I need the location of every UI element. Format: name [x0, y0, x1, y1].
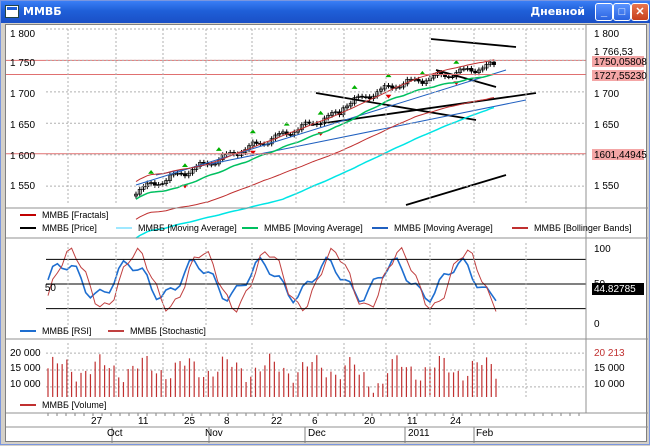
price-box-label: 1750,05808	[594, 57, 647, 68]
x-day-label: 27	[91, 416, 103, 427]
legend-label: ММВБ [Fractals]	[42, 210, 108, 220]
legend-label: ММВБ [RSI]	[42, 326, 91, 336]
price-legend: ММВБ [Fractals] ММВБ [Price] ММВБ [Movin…	[20, 210, 631, 233]
trend-line	[435, 69, 497, 88]
fractal-up-marker	[385, 73, 392, 78]
price-tick-label: 1 650	[10, 120, 35, 131]
chart-canvas[interactable]: 1 800 1 750 1 700 1 650 1 600 1 550 1 80…	[6, 25, 648, 443]
price-tick-label-right: 1 550	[594, 181, 619, 192]
fractal-up-marker	[317, 110, 324, 115]
price-box-label: 1727,55230	[594, 71, 647, 82]
legend-label: ММВБ [Moving Average]	[264, 223, 363, 233]
legend-label: ММВБ [Bollinger Bands]	[534, 223, 631, 233]
price-box-label: 1601,44945	[594, 150, 647, 161]
x-day-label: 22	[271, 416, 283, 427]
volume-tick-label: 10 000	[10, 379, 41, 390]
x-day-label: 11	[138, 416, 149, 427]
period-label: Дневной	[530, 5, 585, 18]
x-axis: 27 11 25 8 22 6 20 11 24 Oct Nov Dec 201…	[91, 416, 494, 439]
volume-value-label: 20 213	[594, 348, 625, 359]
x-month-label: 2011	[408, 428, 430, 439]
bollinger-upper	[135, 59, 495, 183]
price-box	[592, 56, 644, 67]
price-tick-label: 1 800	[10, 29, 35, 40]
x-month-label: Oct	[107, 428, 123, 439]
oscillator-panel: 100 50 50 44.82785 0 ММВБ [RSI] ММВБ [St…	[20, 244, 644, 336]
price-box	[592, 149, 644, 160]
trend-line	[405, 174, 507, 206]
price-tick-label: 1 550	[10, 181, 35, 192]
stochastic-line	[47, 246, 497, 313]
price-tick-label-right: 1 800	[594, 29, 619, 40]
legend-label: ММВБ [Stochastic]	[130, 326, 206, 336]
price-tick-label-right: 1 700	[594, 89, 619, 100]
price-tick-label: 1 750	[10, 58, 35, 69]
chart-window-icon[interactable]	[5, 5, 19, 18]
price-box	[592, 70, 644, 81]
last-price-label: 1 766,53	[594, 47, 633, 58]
volume-tick-label: 20 000	[10, 348, 41, 359]
legend-label: ММВБ [Volume]	[42, 400, 106, 410]
close-button[interactable]: ✕	[631, 3, 649, 21]
x-day-label: 24	[450, 416, 462, 427]
x-day-label: 6	[312, 416, 318, 427]
osc-tick-label-right: 0	[594, 319, 600, 330]
fractal-up-marker	[215, 147, 222, 151]
legend-label: ММВБ [Moving Average]	[138, 223, 237, 233]
trend-line	[310, 92, 537, 126]
fractal-up-marker	[148, 170, 155, 174]
legend-label: ММВБ [Moving Average]	[394, 223, 493, 233]
fractal-up-marker	[181, 163, 188, 168]
x-month-label: Dec	[308, 428, 326, 439]
fractal-down-marker	[385, 94, 392, 99]
fractal-up-marker	[453, 59, 460, 64]
trend-line	[135, 69, 507, 186]
volume-value-box	[592, 347, 632, 358]
minimize-button[interactable]: _	[595, 3, 613, 21]
volume-panel: 20 000 15 000 10 000 20 213 15 000 10 00…	[10, 347, 632, 410]
x-month-label: Feb	[476, 428, 494, 439]
price-tick-label: 1 700	[10, 89, 35, 100]
title-bar[interactable]: ММВБ Дневной _ □ ✕	[1, 1, 650, 23]
fractal-down-marker	[249, 150, 256, 155]
volume-tick-label-right: 15 000	[594, 363, 625, 374]
price-tick-label-right: 1 650	[594, 120, 619, 131]
osc-value-label: 44.82785	[594, 284, 636, 295]
fractal-up-marker	[419, 70, 426, 75]
price-tick-label: 1 600	[10, 151, 35, 162]
fractal-up-marker	[351, 85, 358, 89]
last-price-box	[592, 46, 644, 57]
chart-area[interactable]: 1 800 1 750 1 700 1 650 1 600 1 550 1 80…	[5, 24, 648, 443]
x-day-label: 25	[184, 416, 196, 427]
window-title: ММВБ	[23, 5, 62, 18]
fractal-up-marker	[249, 129, 256, 134]
osc-tick-label-right: 100	[594, 244, 611, 255]
legend-label: ММВБ [Price]	[42, 223, 97, 233]
x-day-label: 8	[224, 416, 230, 427]
bollinger-lower	[135, 97, 495, 220]
x-day-label: 20	[364, 416, 376, 427]
x-month-label: Nov	[205, 428, 223, 439]
moving-average-fast	[135, 106, 495, 239]
volume-tick-label-right: 10 000	[594, 379, 625, 390]
moving-average-mid	[135, 73, 495, 200]
maximize-button[interactable]: □	[613, 3, 631, 21]
volume-tick-label: 15 000	[10, 363, 41, 374]
price-panel: 1 800 1 750 1 700 1 650 1 600 1 550 1 80…	[10, 29, 647, 192]
osc-tick-label: 50	[45, 283, 57, 294]
trend-line	[155, 99, 527, 176]
x-day-label: 11	[407, 416, 418, 427]
osc-value-box	[592, 283, 644, 295]
